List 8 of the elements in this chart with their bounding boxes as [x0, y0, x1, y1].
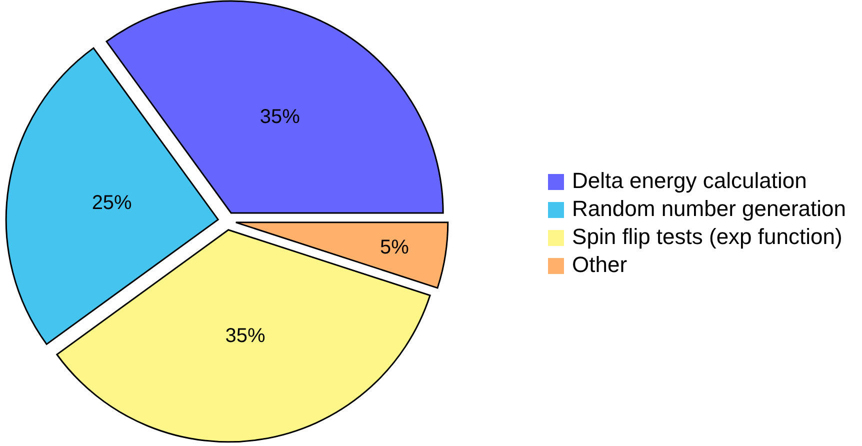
legend-label: Other: [572, 252, 628, 277]
data-label: 5%: [380, 236, 410, 259]
legend-label: Delta energy calculation: [572, 168, 807, 193]
legend-label: Spin flip tests (exp function): [572, 224, 842, 249]
data-label: 35%: [260, 106, 300, 128]
data-label: 35%: [225, 325, 266, 348]
data-label: 25%: [92, 192, 132, 214]
legend-label: Random number generation: [572, 196, 846, 221]
